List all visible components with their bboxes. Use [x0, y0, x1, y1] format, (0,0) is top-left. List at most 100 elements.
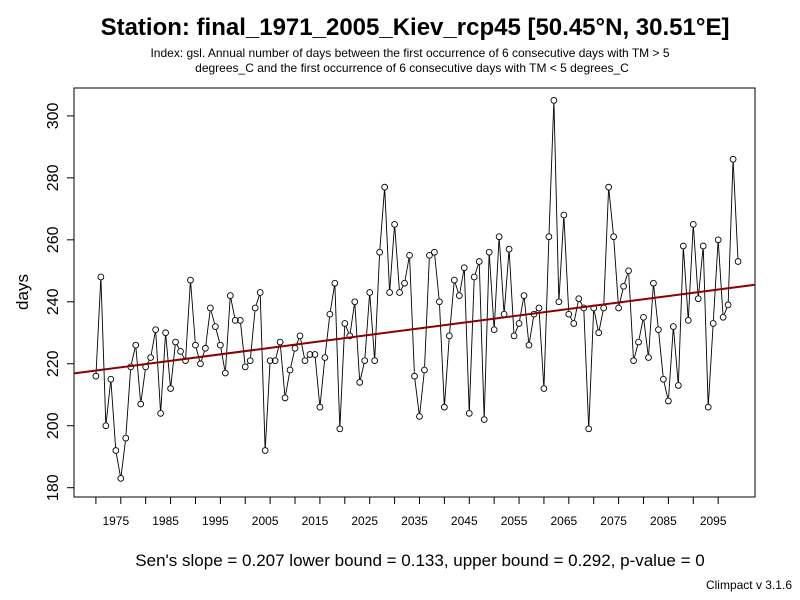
x-tick-label: 2075: [600, 514, 627, 528]
data-point: [535, 304, 543, 312]
data-point: [525, 341, 533, 349]
series-segment: [588, 311, 595, 426]
data-point: [505, 245, 513, 253]
data-point: [665, 397, 672, 405]
data-point: [436, 298, 443, 306]
series-segment: [170, 345, 176, 386]
data-point: [137, 400, 145, 408]
trend-layer: [73, 283, 756, 375]
data-point: [221, 369, 229, 377]
data-point: [450, 276, 458, 284]
data-point: [326, 310, 334, 318]
series-segment: [409, 258, 415, 373]
data-point: [356, 379, 364, 386]
series-segment: [698, 249, 704, 296]
data-point: [346, 332, 354, 340]
series-segment: [658, 332, 664, 377]
x-axis: 1975 1985 1995 2005 2015 2025 2035 2045 2055 2065…: [95, 496, 739, 528]
data-point: [655, 326, 662, 334]
data-point: [545, 233, 553, 241]
series-segment: [717, 243, 724, 315]
y-tick-label: 240: [45, 288, 62, 315]
series-segment: [240, 323, 246, 364]
data-point: [426, 251, 433, 259]
data-point: [635, 338, 642, 346]
data-point: [92, 372, 100, 380]
data-point: [674, 382, 682, 389]
data-point: [605, 183, 612, 191]
series-segment: [155, 332, 161, 411]
y-tick-label: 280: [45, 164, 62, 191]
series-segment: [300, 339, 305, 358]
data-point: [490, 326, 498, 334]
series-segment: [95, 280, 102, 373]
data-point: [520, 292, 528, 299]
series-segment: [329, 286, 335, 312]
series-segment: [110, 382, 117, 448]
series-segment: [339, 326, 346, 426]
series-segment: [290, 351, 295, 367]
series-segment: [583, 311, 590, 426]
x-tick-label: 2095: [700, 514, 727, 528]
data-point: [724, 301, 732, 309]
series-segment: [345, 326, 349, 333]
series-segment: [246, 362, 249, 365]
series-segment: [529, 317, 534, 342]
series-segment: [459, 270, 465, 293]
y-tick-label: 260: [45, 226, 62, 253]
series-segment: [727, 162, 734, 302]
series-segment: [668, 329, 674, 398]
series-segment: [678, 249, 684, 383]
data-point: [197, 360, 204, 368]
data-point: [102, 422, 110, 430]
series-segment: [598, 311, 604, 330]
series-segment: [334, 286, 341, 426]
data-point: [699, 242, 707, 250]
data-point: [167, 385, 174, 392]
data-point: [162, 329, 169, 337]
series-segment: [379, 190, 385, 249]
series-segment: [613, 239, 619, 305]
data-point: [396, 289, 403, 296]
series-segment: [538, 311, 545, 386]
series-segment: [508, 252, 515, 333]
data-point: [286, 366, 294, 374]
series-segment: [553, 103, 560, 299]
series-segment: [389, 227, 395, 290]
series-segment: [131, 348, 136, 364]
series-segment: [603, 190, 609, 305]
data-point: [231, 317, 239, 324]
data-point: [217, 341, 224, 349]
data-point: [694, 295, 702, 303]
series-segment: [474, 264, 479, 275]
series-segment: [210, 311, 215, 324]
series-segment: [663, 382, 669, 398]
x-tick-label: 2085: [650, 514, 677, 528]
series-segment: [314, 357, 321, 404]
series-segment: [225, 298, 231, 370]
data-point: [132, 341, 140, 349]
data-point: [271, 357, 279, 365]
series-segment: [264, 363, 271, 448]
series-segment: [230, 298, 236, 318]
data-point: [261, 447, 269, 454]
data-point: [351, 298, 359, 306]
series-segment: [160, 336, 166, 411]
data-point: [182, 357, 189, 365]
data-point: [625, 267, 632, 275]
series-segment: [306, 356, 309, 359]
series-segment: [712, 243, 719, 321]
trend-line: [73, 283, 756, 375]
chart-subtitle-line1: Index: gsl. Annual number of days betwee…: [150, 46, 670, 60]
series-segment: [259, 295, 266, 448]
data-point: [251, 304, 259, 312]
data-point: [152, 326, 159, 334]
data-point: [406, 251, 413, 259]
data-point: [416, 413, 423, 420]
data-point: [470, 273, 478, 281]
data-point: [276, 338, 284, 346]
series-segment: [624, 273, 628, 284]
data-point: [401, 279, 408, 287]
data-point: [689, 220, 697, 228]
series-segment: [673, 329, 679, 383]
